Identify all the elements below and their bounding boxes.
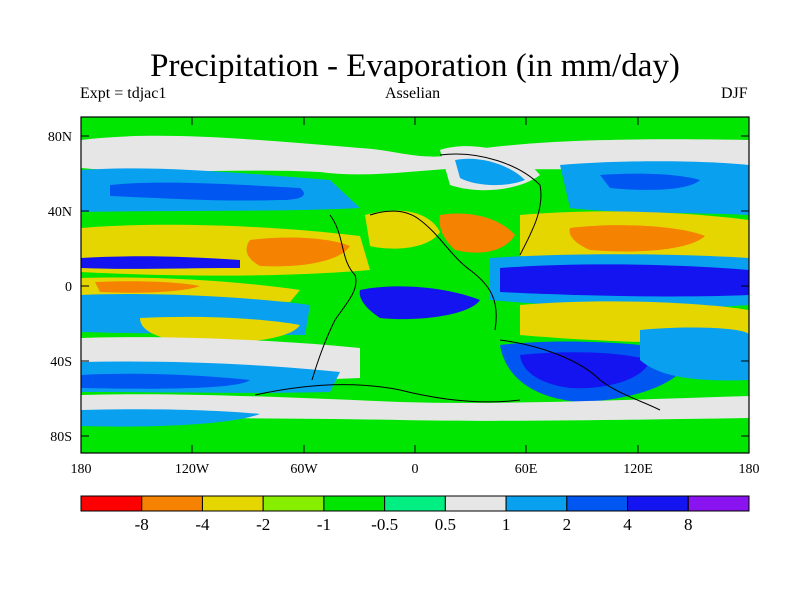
- colorbar-label-3: -1: [317, 515, 331, 534]
- americas-coastline: [311, 214, 357, 381]
- y-tick-labels: 80N 40N 0 40S 80S: [48, 130, 72, 445]
- colorbar-swatch-6: [444, 495, 507, 512]
- x-label-60e: 60E: [515, 462, 538, 477]
- north-pacific-storm-track: [110, 182, 304, 201]
- africa-dry-zone: [439, 213, 515, 253]
- antarctica-coastline: [254, 384, 521, 403]
- south-atlantic-wet: [640, 327, 749, 381]
- season-label: DJF: [721, 85, 748, 102]
- southern-ocean-storm-core: [81, 373, 250, 389]
- colorbar-labels: -8 -4 -2 -1 -0.5 0.5 1 2 4 8: [135, 515, 693, 534]
- north-pacific-dry-core: [246, 237, 350, 267]
- x-label-60w: 60W: [290, 462, 318, 477]
- pacific-itcz-band: [81, 256, 240, 269]
- colorbar-swatch-1: [141, 495, 203, 512]
- y-label-40n: 40N: [48, 205, 72, 220]
- x-label-180e: 180: [739, 462, 760, 477]
- colorbar-label-4: -0.5: [371, 515, 398, 534]
- asia-coastline: [439, 153, 542, 256]
- colorbar-swatch-9: [627, 495, 689, 512]
- x-tick-labels: 180 120W 60W 0 60E 120E 180: [71, 462, 760, 477]
- australia-coastline: [499, 339, 661, 411]
- colorbar-swatch-2: [201, 495, 264, 512]
- experiment-label: Expt = tdjac1: [80, 85, 167, 102]
- australia-region-core: [520, 352, 650, 389]
- colorbar-label-1: -4: [195, 515, 210, 534]
- north-atlantic-dry-core: [569, 225, 705, 252]
- asia-dry-zone: [365, 210, 440, 249]
- x-label-0: 0: [412, 462, 419, 477]
- x-axis: [80, 117, 750, 453]
- south-subtropical-dry-belt: [140, 316, 300, 343]
- colorbar-swatch-8: [566, 495, 629, 512]
- y-axis: [81, 135, 749, 437]
- colorbar-swatch-10: [687, 495, 750, 512]
- y-label-80s: 80S: [50, 430, 72, 445]
- y-label-0: 0: [65, 280, 72, 295]
- colorbar-label-5: 0.5: [435, 515, 456, 534]
- colorbar-swatch-4: [323, 495, 386, 512]
- scheme-label: Asselian: [385, 85, 441, 102]
- africa-europe-coastline: [369, 210, 497, 331]
- x-label-120w: 120W: [175, 462, 210, 477]
- map-title: Precipitation - Evaporation (in mm/day): [150, 48, 680, 84]
- colorbar-swatch-7: [505, 495, 568, 512]
- colorbar-label-0: -8: [135, 515, 149, 534]
- itcz-core: [500, 264, 749, 297]
- colorbar-swatch-3: [262, 495, 325, 512]
- x-label-180w: 180: [71, 462, 92, 477]
- north-atlantic-core: [600, 173, 700, 190]
- siberia-wet-patch: [455, 158, 525, 186]
- y-label-80n: 80N: [48, 130, 72, 145]
- colorbar: [80, 495, 750, 512]
- colorbar-swatch-0: [80, 495, 143, 512]
- colorbar-label-2: -2: [256, 515, 270, 534]
- y-label-40s: 40S: [50, 355, 72, 370]
- map-field: [81, 117, 749, 453]
- coastlines: [254, 153, 661, 411]
- colorbar-label-6: 1: [502, 515, 511, 534]
- colorbar-label-8: 4: [623, 515, 632, 534]
- indian-ocean-wet-zone: [359, 286, 480, 320]
- tropical-dry-core: [95, 281, 200, 293]
- x-label-120e: 120E: [623, 462, 653, 477]
- colorbar-swatch-5: [384, 495, 446, 512]
- colorbar-label-9: 8: [684, 515, 693, 534]
- antarctic-wet-patch: [81, 409, 260, 427]
- colorbar-label-7: 2: [563, 515, 572, 534]
